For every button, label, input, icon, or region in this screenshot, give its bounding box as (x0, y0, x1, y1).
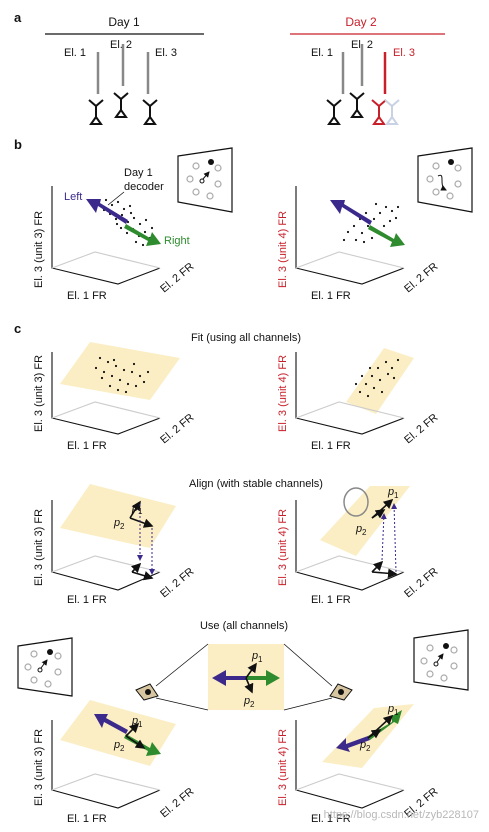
c-use-left-axes (51, 720, 161, 809)
c-use-left-p2: p (113, 739, 120, 751)
c-use-left-vectors (125, 722, 146, 749)
b-decoder-pointer (107, 191, 125, 206)
c-fit-left-zlabel: El. 2 FR (158, 412, 196, 447)
b-left-zlabel: El. 2 FR (158, 261, 196, 296)
task-screen-icon (177, 147, 233, 213)
eye-icon (329, 683, 353, 701)
c-fit-right-ylabel: El. 3 (unit 4) FR (277, 355, 289, 432)
c-align-right-p1: p (387, 486, 394, 498)
b-left-scatter (102, 198, 154, 247)
c-align-title: Align (with stable channels) (189, 478, 323, 490)
c-use-center-p2: p (243, 695, 250, 707)
day1-el3-label: El. 3 (155, 47, 177, 59)
c-use-right-p1-sub: 1 (394, 708, 399, 717)
c-fit-left-scatter (94, 356, 150, 394)
c-align-right-p2-sub: 2 (362, 528, 367, 537)
watermark: https://blog.csdn.net/zyb228107 (324, 809, 479, 821)
c-use-right-p1: p (387, 703, 394, 715)
task-screen-icon (17, 637, 73, 697)
c-align-left-p2: p (113, 517, 120, 529)
c-use-title: Use (all channels) (200, 620, 288, 632)
b-left-xlabel: El. 1 FR (67, 290, 107, 302)
c-use-center-arrow (212, 670, 280, 686)
day2-electrodes (341, 44, 387, 94)
b-decoder-label-2: decoder (124, 181, 164, 193)
c-use-left-p1: p (131, 715, 138, 727)
task-screen-icon-wiggle (417, 147, 473, 213)
c-align-right-ylabel: El. 3 (unit 4) FR (277, 509, 289, 586)
c-align-left-xlabel: El. 1 FR (67, 594, 107, 606)
day2-el1-label: El. 1 (311, 47, 333, 59)
c-fit-left-xlabel: El. 1 FR (67, 440, 107, 452)
b-right-ylabel: El. 3 (unit 4) FR (277, 211, 289, 288)
b-right-xlabel: El. 1 FR (311, 290, 351, 302)
c-use-right-p2: p (359, 739, 366, 751)
panel-label-b: b (14, 137, 22, 152)
view-lines (155, 643, 333, 711)
c-align-left-projections (137, 504, 155, 575)
rotation-icon (343, 487, 369, 517)
c-align-left-p1-sub: 1 (138, 507, 143, 516)
b-right-label: Right (164, 235, 190, 247)
c-use-left-xlabel: El. 1 FR (67, 813, 107, 825)
day1-electrodes (96, 44, 150, 94)
c-use-center-p1-sub: 1 (258, 655, 263, 664)
b-left-axes (51, 186, 161, 285)
c-align-right-projections (380, 503, 398, 573)
c-use-left-p1-sub: 1 (138, 720, 143, 729)
c-fit-right-scatter (354, 358, 400, 398)
panel-label-c: c (14, 321, 21, 336)
day1-neurons (88, 92, 158, 125)
c-align-left-zlabel: El. 2 FR (158, 566, 196, 601)
day2-el3-label: El. 3 (393, 47, 415, 59)
c-use-center-vectors (244, 662, 257, 694)
c-align-left-p1: p (131, 502, 138, 514)
b-right-zlabel: El. 2 FR (402, 261, 440, 296)
c-fit-right-xlabel: El. 1 FR (311, 440, 351, 452)
c-align-right-p2: p (355, 523, 362, 535)
c-align-left-ylabel: El. 3 (unit 3) FR (33, 509, 45, 586)
day1-el2-label: El. 2 (110, 39, 132, 51)
day1-el1-label: El. 1 (64, 47, 86, 59)
panel-label-a: a (14, 10, 22, 25)
b-decoder-label-1: Day 1 (124, 167, 153, 179)
c-fit-title: Fit (using all channels) (191, 332, 301, 344)
c-align-right-zlabel: El. 2 FR (402, 566, 440, 601)
c-use-right-p2-sub: 2 (366, 744, 371, 753)
c-fit-left-ylabel: El. 3 (unit 3) FR (33, 355, 45, 432)
b-right-decoder-arrow (330, 200, 405, 247)
c-use-left-plane (60, 700, 176, 766)
c-align-right-vectors (371, 498, 398, 579)
day1-title: Day 1 (108, 15, 140, 29)
c-fit-left-axes (51, 352, 161, 435)
c-use-left-p2-sub: 2 (120, 744, 125, 753)
c-fit-left-plane (60, 342, 180, 400)
b-left-decoder-arrow (86, 199, 161, 246)
c-use-center-p1: p (251, 650, 258, 662)
task-screen-icon (413, 629, 469, 691)
eye-icon (135, 683, 159, 701)
c-fit-right-axes (295, 352, 405, 435)
b-left-label: Left (64, 191, 82, 203)
c-use-right-ylabel: El. 3 (unit 4) FR (277, 729, 289, 806)
c-use-right-axes (295, 720, 405, 809)
day2-neurons (326, 92, 400, 125)
c-use-right-vectors (367, 714, 394, 739)
c-fit-right-zlabel: El. 2 FR (402, 412, 440, 447)
c-use-right-xlabel: El. 1 FR (311, 813, 351, 825)
b-right-axes (295, 186, 405, 285)
c-align-left-p2-sub: 2 (120, 522, 125, 531)
c-align-left-plane (60, 484, 176, 548)
c-align-right-xlabel: El. 1 FR (311, 594, 351, 606)
day2-title: Day 2 (345, 15, 377, 29)
b-left-ylabel: El. 3 (unit 3) FR (33, 211, 45, 288)
c-align-left-vectors (129, 500, 154, 581)
c-align-right-p1-sub: 1 (394, 491, 399, 500)
c-use-center-p2-sub: 2 (250, 700, 255, 709)
c-use-left-ylabel: El. 3 (unit 3) FR (33, 729, 45, 806)
c-use-left-zlabel: El. 2 FR (158, 786, 196, 821)
